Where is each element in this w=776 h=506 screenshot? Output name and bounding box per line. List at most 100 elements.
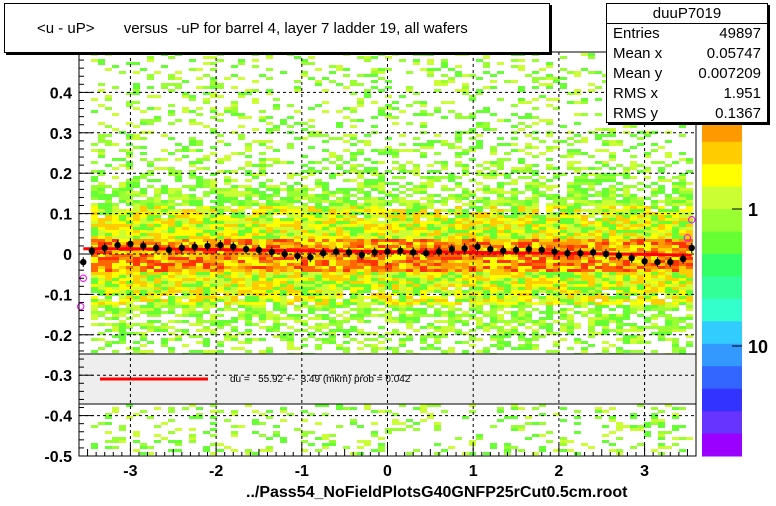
heatmap-cell: [406, 242, 413, 245]
heatmap-cell: [126, 167, 133, 170]
heatmap-cell: [371, 422, 378, 425]
heatmap-cell: [630, 236, 637, 239]
heatmap-cell: [574, 149, 581, 152]
heatmap-cell: [616, 287, 623, 290]
heatmap-cell: [301, 293, 308, 296]
heatmap-cell: [329, 194, 336, 197]
heatmap-cell: [322, 140, 329, 143]
heatmap-cell: [427, 62, 434, 65]
heatmap-cell: [532, 278, 539, 281]
heatmap-cell: [280, 200, 287, 203]
heatmap-cell: [455, 113, 462, 116]
heatmap-cell: [490, 425, 497, 428]
heatmap-cell: [609, 191, 616, 194]
heatmap-cell: [245, 332, 252, 335]
heatmap-cell: [497, 266, 504, 269]
heatmap-cell: [392, 257, 399, 260]
heatmap-cell: [315, 182, 322, 185]
heatmap-cell: [434, 176, 441, 179]
heatmap-cell: [182, 251, 189, 254]
heatmap-cell: [231, 170, 238, 173]
heatmap-cell: [574, 200, 581, 203]
heatmap-cell: [329, 320, 336, 323]
heatmap-cell: [175, 443, 182, 446]
heatmap-cell: [399, 233, 406, 236]
heatmap-cell: [371, 149, 378, 152]
heatmap-cell: [399, 110, 406, 113]
heatmap-cell: [490, 239, 497, 242]
heatmap-cell: [455, 290, 462, 293]
heatmap-cell: [567, 293, 574, 296]
heatmap-cell: [385, 230, 392, 233]
heatmap-cell: [175, 203, 182, 206]
heatmap-cell: [210, 92, 217, 95]
heatmap-cell: [420, 206, 427, 209]
heatmap-cell: [518, 149, 525, 152]
heatmap-cell: [336, 158, 343, 161]
heatmap-cell: [371, 209, 378, 212]
heatmap-cell: [329, 206, 336, 209]
heatmap-cell: [455, 155, 462, 158]
heatmap-cell: [161, 344, 168, 347]
heatmap-cell: [588, 200, 595, 203]
heatmap-cell: [175, 278, 182, 281]
heatmap-cell: [623, 260, 630, 263]
heatmap-cell: [196, 281, 203, 284]
heatmap-cell: [441, 236, 448, 239]
heatmap-cell: [224, 209, 231, 212]
heatmap-cell: [476, 266, 483, 269]
heatmap-cell: [637, 269, 644, 272]
heatmap-cell: [315, 449, 322, 452]
heatmap-cell: [413, 227, 420, 230]
heatmap-cell: [539, 245, 546, 248]
heatmap-cell: [406, 230, 413, 233]
heatmap-cell: [490, 443, 497, 446]
heatmap-cell: [427, 281, 434, 284]
heatmap-cell: [196, 206, 203, 209]
heatmap-cell: [231, 74, 238, 77]
heatmap-cell: [455, 197, 462, 200]
heatmap-cell: [525, 170, 532, 173]
heatmap-cell: [497, 407, 504, 410]
heatmap-cell: [301, 221, 308, 224]
heatmap-cell: [175, 440, 182, 443]
heatmap-cell: [168, 245, 175, 248]
heatmap-cell: [532, 302, 539, 305]
heatmap-cell: [329, 311, 336, 314]
heatmap-cell: [378, 326, 385, 329]
heatmap-cell: [189, 197, 196, 200]
heatmap-cell: [112, 206, 119, 209]
heatmap-cell: [231, 284, 238, 287]
heatmap-cell: [469, 227, 476, 230]
heatmap-cell: [364, 281, 371, 284]
heatmap-cell: [560, 314, 567, 317]
heatmap-cell: [322, 308, 329, 311]
heatmap-cell: [322, 269, 329, 272]
heatmap-cell: [133, 233, 140, 236]
heatmap-cell: [448, 278, 455, 281]
heatmap-cell: [217, 83, 224, 86]
heatmap-cell: [203, 341, 210, 344]
heatmap-cell: [182, 209, 189, 212]
heatmap-cell: [322, 182, 329, 185]
heatmap-cell: [406, 260, 413, 263]
heatmap-cell: [343, 116, 350, 119]
heatmap-cell: [343, 212, 350, 215]
heatmap-cell: [504, 323, 511, 326]
heatmap-cell: [266, 275, 273, 278]
heatmap-cell: [441, 263, 448, 266]
heatmap-cell: [217, 344, 224, 347]
heatmap-cell: [329, 242, 336, 245]
heatmap-cell: [546, 281, 553, 284]
heatmap-cell: [497, 200, 504, 203]
heatmap-cell: [595, 194, 602, 197]
heatmap-cell: [336, 425, 343, 428]
heatmap-cell: [294, 281, 301, 284]
heatmap-cell: [532, 194, 539, 197]
heatmap-cell: [469, 452, 476, 455]
heatmap-cell: [490, 224, 497, 227]
heatmap-cell: [399, 167, 406, 170]
heatmap-cell: [329, 305, 336, 308]
heatmap-cell: [378, 278, 385, 281]
heatmap-cell: [224, 278, 231, 281]
